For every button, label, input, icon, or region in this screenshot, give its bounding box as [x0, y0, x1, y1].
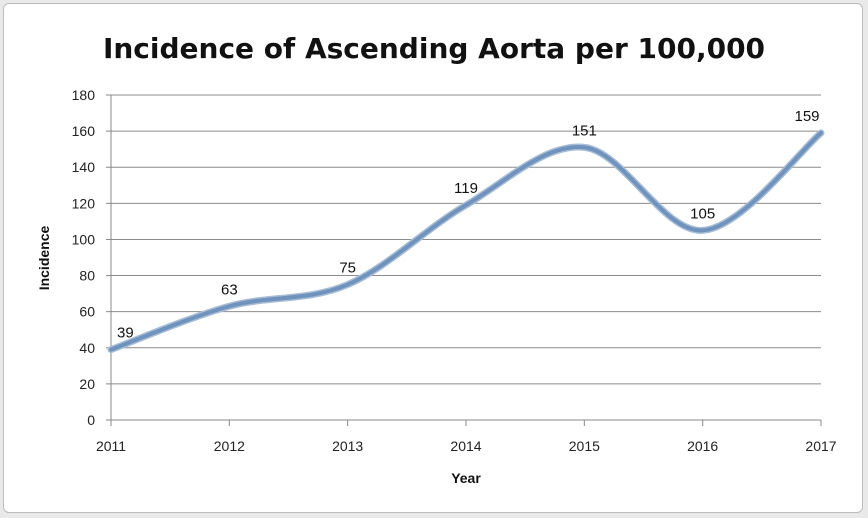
data-label: 39 [117, 325, 134, 342]
y-tick-label: 20 [79, 376, 95, 392]
x-tick-label: 2011 [96, 438, 126, 454]
x-tick-label: 2014 [450, 438, 481, 454]
series-line-shadow [107, 129, 825, 354]
y-tick-label: 180 [72, 87, 96, 103]
x-tick-label: 2016 [687, 438, 718, 454]
y-tick-label: 80 [79, 268, 95, 284]
y-tick-label: 160 [72, 123, 96, 139]
y-tick-label: 140 [72, 159, 96, 175]
x-tick-label: 2012 [214, 438, 245, 454]
data-label: 159 [794, 108, 819, 125]
gridlines [111, 94, 821, 385]
x-tick-label: 2017 [805, 438, 836, 454]
data-label: 119 [454, 180, 478, 197]
series-line [109, 130, 823, 352]
x-axis-label: Year [451, 470, 481, 486]
data-label: 63 [221, 281, 238, 298]
chart-title: Incidence of Ascending Aorta per 100,000 [103, 32, 765, 65]
data-label: 151 [572, 122, 597, 139]
y-axis-ticks: 0 20 40 60 80 100 120 140 160 180 [72, 87, 111, 428]
data-labels: 39 63 75 119 151 105 159 [117, 108, 820, 342]
x-tick-label: 2015 [569, 438, 600, 454]
y-tick-label: 40 [79, 340, 95, 356]
y-axis-label: Incidence [36, 226, 52, 291]
x-axis-ticks: 2011 2012 2013 2014 2015 2016 2017 [96, 420, 837, 454]
series-group [107, 129, 825, 354]
data-label: 75 [339, 260, 356, 277]
x-tick-label: 2013 [332, 438, 363, 454]
data-label: 105 [690, 205, 715, 222]
y-tick-label: 0 [87, 412, 95, 428]
y-tick-label: 120 [72, 195, 96, 211]
y-tick-label: 60 [79, 304, 95, 320]
chart-frame [3, 3, 863, 513]
y-tick-label: 100 [72, 231, 96, 247]
